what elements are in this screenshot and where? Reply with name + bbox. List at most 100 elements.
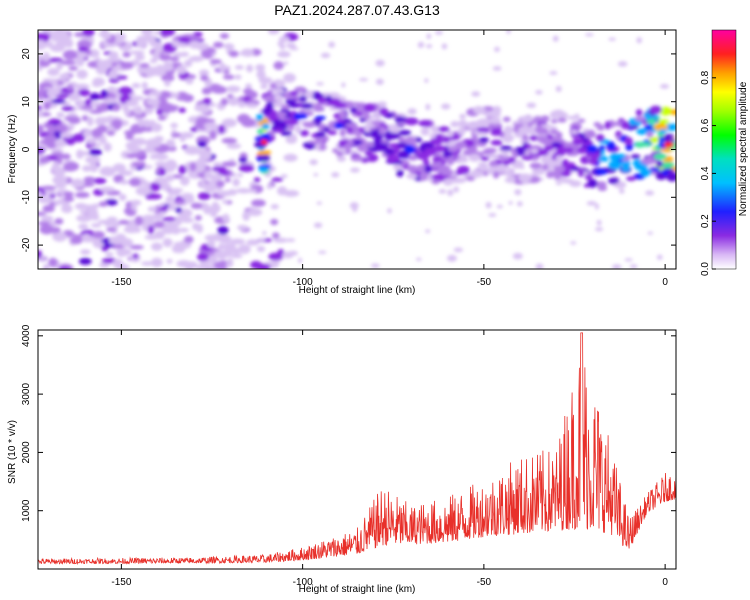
spectral-blob (379, 126, 386, 135)
spectral-blob (446, 254, 457, 262)
spectral-blob (506, 175, 516, 184)
spectral-blob (97, 124, 107, 131)
spectral-blob (551, 141, 562, 148)
spectral-blob (120, 238, 134, 248)
spectral-blob (86, 138, 97, 144)
spectral-blob (208, 174, 224, 181)
spectral-blob (408, 154, 418, 161)
spectral-blob (80, 105, 95, 110)
spectral-blob (471, 171, 485, 178)
spectral-blob (425, 103, 431, 111)
spectral-blob (258, 167, 269, 172)
spectral-blob (89, 92, 101, 101)
spectral-blob (38, 39, 45, 45)
spectral-blob (160, 30, 175, 37)
spectral-blob (212, 166, 227, 172)
spectral-blob (278, 36, 290, 43)
spectral-blob (338, 110, 347, 119)
spectral-blob (631, 124, 639, 130)
spectral-blob (162, 64, 174, 72)
spectral-blob (570, 241, 577, 245)
spectral-blob (183, 59, 193, 68)
spectral-blob (76, 214, 92, 223)
colorbar-tick-label: 0.2 (700, 214, 711, 228)
spectral-blob (404, 117, 419, 126)
spectral-blob (542, 163, 549, 171)
spectral-blob (584, 33, 594, 37)
spectral-blob (398, 130, 412, 136)
spectral-blob (268, 252, 283, 261)
spectral-blob (235, 188, 252, 194)
spectral-blob (549, 129, 559, 135)
spectral-blob (234, 74, 242, 80)
spectral-blob (639, 159, 654, 164)
spectral-blob (172, 248, 185, 254)
spectral-blob (201, 49, 213, 59)
spectral-blob (426, 33, 432, 40)
spectral-blob (480, 156, 490, 161)
spectral-blob (587, 178, 598, 188)
spectral-blob (234, 65, 244, 70)
spectral-blob (513, 123, 524, 128)
spectral-blob (127, 146, 142, 153)
spectral-blob (226, 85, 241, 93)
spectral-blob (88, 148, 103, 156)
spectral-blob (51, 98, 66, 104)
spectral-blob (175, 219, 182, 226)
spectral-blob (446, 157, 455, 166)
spectral-blob (209, 130, 217, 140)
spectral-blob (215, 180, 225, 188)
spectral-blob (453, 186, 460, 193)
spectral-blob (303, 91, 314, 98)
x-tick-label: -50 (477, 577, 492, 588)
spectral-blob (183, 235, 194, 244)
spectral-blob (646, 131, 654, 138)
spectral-blob (67, 84, 74, 91)
spectral-blob (643, 124, 654, 131)
spectral-blob (41, 215, 54, 223)
spectral-blob (634, 141, 645, 148)
spectral-blob (656, 160, 663, 168)
spectral-blob (43, 101, 52, 107)
spectral-blob (149, 90, 162, 97)
spectral-blob (354, 131, 363, 136)
spectral-blob (90, 101, 102, 107)
spectral-blob (81, 165, 93, 172)
spectral-blob (636, 37, 642, 44)
spectral-blob (344, 143, 351, 152)
spectral-blob (577, 168, 584, 178)
spectral-blob (41, 30, 52, 33)
spectral-blob (217, 190, 233, 197)
spectral-blob (313, 222, 323, 229)
spectral-blob (224, 177, 231, 183)
spectral-blob (555, 85, 562, 93)
spectral-blob (212, 41, 224, 48)
spectral-blob (607, 177, 620, 184)
spectral-blob (81, 233, 92, 243)
spectral-blob (226, 143, 242, 149)
spectral-blob (247, 208, 263, 217)
spectral-blob (420, 127, 430, 136)
spectral-blob (54, 183, 67, 189)
spectral-blob (80, 249, 91, 255)
spectral-blob (130, 95, 145, 101)
spectral-blob (442, 151, 453, 158)
spectral-blob (68, 65, 79, 71)
spectral-blob (396, 169, 404, 178)
spectral-blob (61, 105, 74, 112)
spectral-blob (159, 166, 166, 176)
spectral-blob (503, 125, 514, 135)
spectral-blob (245, 83, 252, 89)
spectral-blob (316, 82, 324, 86)
spectral-blob (586, 201, 597, 206)
spectral-blob (285, 135, 298, 144)
spectral-blob (325, 95, 333, 102)
spectral-blob (212, 201, 219, 207)
spectral-blob (589, 145, 598, 154)
spectral-blob (489, 117, 502, 124)
spectral-blob (161, 217, 177, 222)
spectral-blob (479, 166, 490, 172)
snr-ylabel: SNR (10 * v/v) (7, 420, 18, 484)
spectral-blob (237, 101, 247, 108)
